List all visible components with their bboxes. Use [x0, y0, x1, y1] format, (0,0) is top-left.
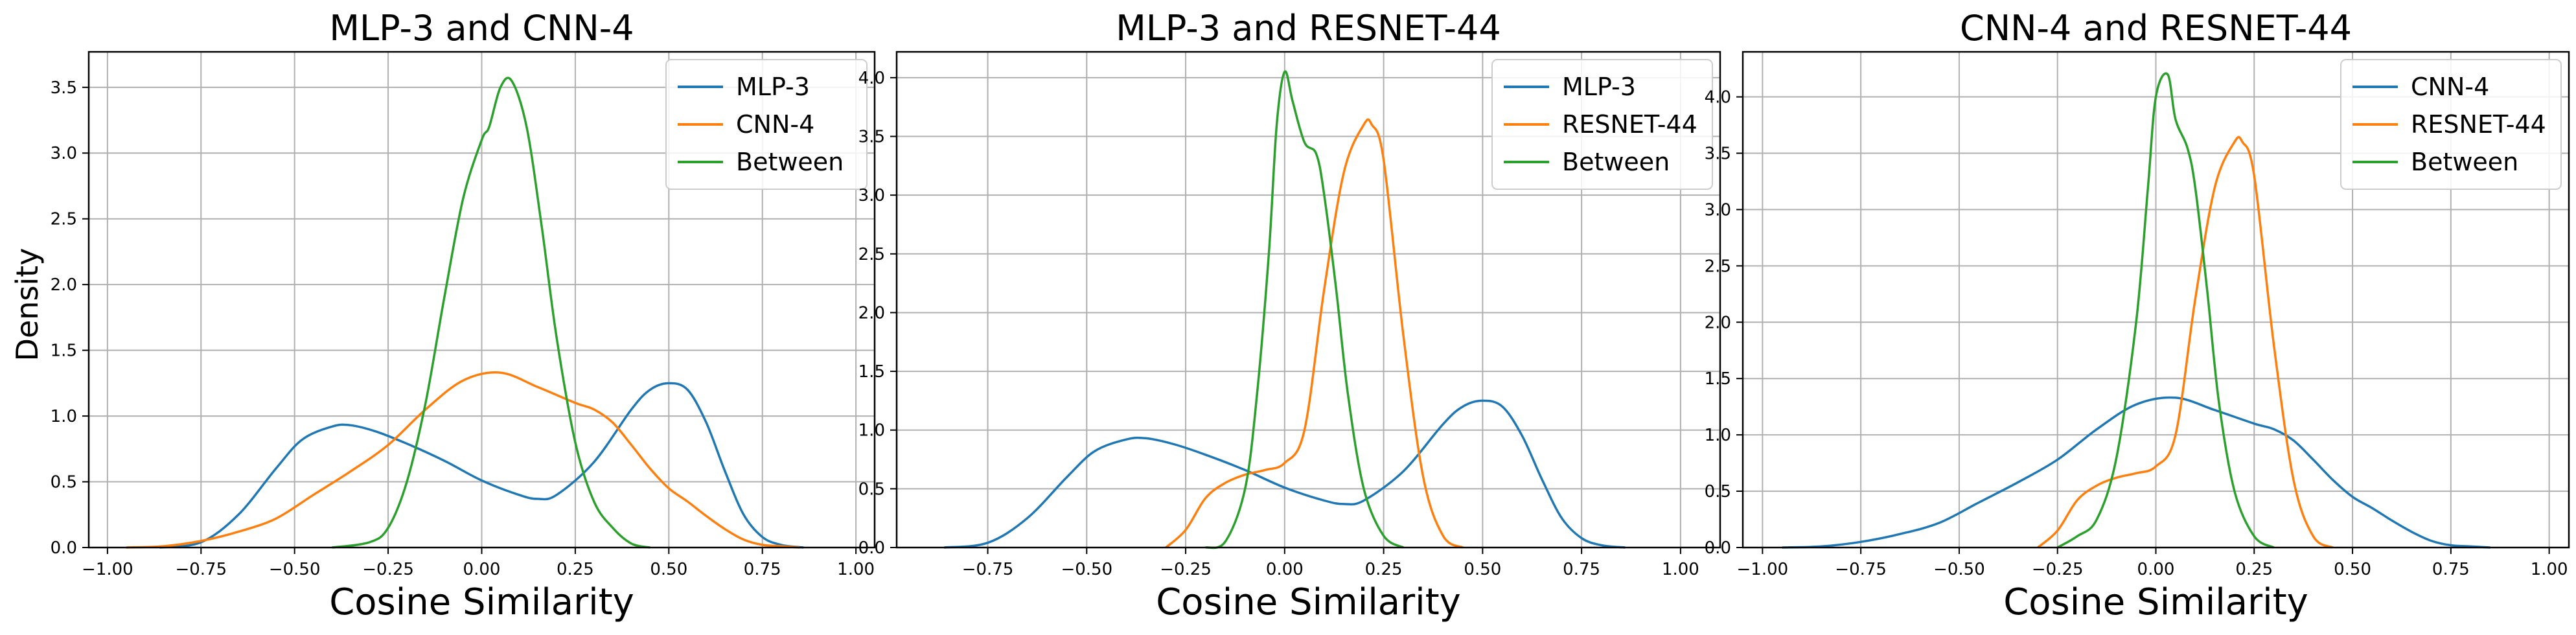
y-tick-label: 2.0: [858, 303, 885, 323]
y-tick-label: 3.0: [1705, 200, 1731, 220]
y-tick-label: 3.5: [858, 128, 885, 147]
legend-box: [665, 59, 868, 190]
x-tick-label: −0.50: [1933, 560, 1985, 579]
x-tick-label: 0.25: [557, 560, 594, 579]
legend-label: RESNET-44: [2411, 110, 2546, 139]
x-tick-label: −0.50: [269, 560, 321, 579]
legend: MLP-3 RESNET-44 Between: [1491, 59, 1713, 190]
y-tick-label: 2.5: [51, 210, 77, 229]
y-tick-label: 0.0: [1705, 538, 1731, 558]
series-line-resnet-44: [2037, 135, 2334, 549]
legend-label: Between: [1562, 148, 1670, 176]
series-line-resnet-44: [1165, 118, 1464, 549]
y-tick-label: 1.0: [1705, 426, 1731, 445]
y-tick-label: 1.5: [858, 362, 885, 382]
x-axis-label: Cosine Similarity: [2003, 581, 2308, 623]
y-tick-label: 0.0: [51, 538, 77, 558]
x-tick-label: −1.00: [1737, 560, 1789, 579]
y-tick-label: 3.5: [51, 78, 77, 98]
x-tick-label: −0.25: [1160, 560, 1212, 579]
x-tick-label: 0.50: [650, 560, 687, 579]
x-tick-label: −0.75: [1835, 560, 1887, 579]
x-tick-label: −0.75: [962, 560, 1014, 579]
series-line-cnn-4: [126, 371, 800, 549]
x-tick-label: 0.75: [1563, 560, 1600, 579]
x-tick-label: 1.00: [837, 560, 875, 579]
x-tick-label: −0.25: [2032, 560, 2084, 579]
y-tick-label: 1.0: [51, 407, 77, 426]
y-tick-label: 0.5: [858, 479, 885, 499]
y-tick-label: 2.5: [1705, 257, 1731, 276]
legend-box: [1491, 59, 1713, 190]
y-tick-label: 0.5: [51, 473, 77, 492]
series-line-between: [2056, 72, 2275, 549]
legend-label: RESNET-44: [1562, 110, 1697, 139]
chart-title: MLP-3 and CNN-4: [329, 8, 634, 49]
figure-ylabel: Density: [10, 248, 45, 362]
legend-label: Between: [736, 148, 844, 176]
axes-frame: [895, 51, 1721, 549]
x-tick-label: 0.50: [2334, 560, 2371, 579]
y-tick-label: 4.0: [1705, 88, 1731, 108]
series-line-between: [1205, 70, 1405, 549]
x-tick-label: −0.25: [362, 560, 414, 579]
y-tick-label: 2.5: [858, 245, 885, 264]
x-tick-label: −0.50: [1061, 560, 1112, 579]
x-tick-label: 1.00: [1662, 560, 1699, 579]
x-tick-label: 0.75: [744, 560, 781, 579]
x-tick-label: 0.50: [1464, 560, 1501, 579]
series-line-between: [332, 76, 650, 549]
y-tick-label: 0.5: [1705, 482, 1731, 502]
y-tick-label: 3.5: [1705, 144, 1731, 163]
legend-label: CNN-4: [736, 110, 814, 139]
legend-box: [2340, 59, 2562, 190]
legend-label: Between: [2411, 148, 2518, 176]
x-tick-label: 0.00: [2137, 560, 2175, 579]
x-tick-label: 0.25: [2235, 560, 2273, 579]
y-tick-label: 1.5: [1705, 369, 1731, 389]
x-tick-label: 0.00: [1266, 560, 1304, 579]
subplot-mlp3-resnet44: −0.75 −0.50 −0.25 0.00 0.25 0.50 0.75 1.00 0.0 0.…: [858, 8, 1721, 623]
x-axis-label: Cosine Similarity: [329, 581, 634, 623]
y-tick-label: 1.0: [858, 421, 885, 441]
x-tick-label: 0.75: [2432, 560, 2470, 579]
x-tick-label: 0.25: [1365, 560, 1403, 579]
legend: CNN-4 RESNET-44 Between: [2340, 59, 2562, 190]
series-line-mlp-3: [944, 399, 1626, 549]
y-tick-label: 2.0: [51, 275, 77, 295]
y-tick-label: 2.0: [1705, 313, 1731, 332]
legend: MLP-3 CNN-4 Between: [665, 59, 868, 190]
y-tick-label: 4.0: [858, 69, 885, 88]
x-tick-label: −0.75: [175, 560, 227, 579]
series-line-cnn-4: [1782, 396, 2490, 549]
x-axis-label: Cosine Similarity: [1156, 581, 1461, 623]
y-tick-label: 3.0: [51, 144, 77, 163]
series-line-mlp-3: [159, 382, 804, 549]
chart-title: MLP-3 and RESNET-44: [1116, 8, 1501, 49]
legend-label: MLP-3: [1562, 73, 1636, 101]
legend-label: MLP-3: [736, 73, 810, 101]
subplot-cnn4-resnet44: −1.00 −0.75 −0.50 −0.25 0.00 0.25 0.50 0.75 1.00…: [1705, 8, 2570, 623]
y-tick-label: 3.0: [858, 186, 885, 205]
y-tick-label: 0.0: [858, 538, 885, 558]
subplot-mlp3-cnn4: −1.00 −0.75 −0.50 −0.25 0.00 0.25 0.50 0.75 1.00…: [51, 8, 876, 623]
x-tick-label: 1.00: [2531, 560, 2568, 579]
x-tick-label: −1.00: [82, 560, 133, 579]
chart-title: CNN-4 and RESNET-44: [1960, 8, 2352, 49]
legend-label: CNN-4: [2411, 73, 2489, 101]
y-tick-label: 1.5: [51, 341, 77, 361]
x-tick-label: 0.00: [463, 560, 501, 579]
